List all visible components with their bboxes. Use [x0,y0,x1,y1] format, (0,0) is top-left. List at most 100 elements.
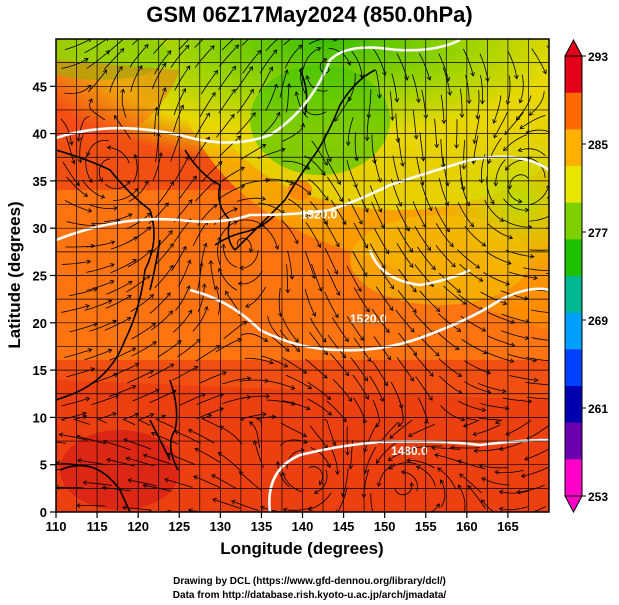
streamline [529,184,549,205]
streamline [308,178,329,201]
streamline [398,137,404,167]
streamline [56,441,66,444]
streamline-arrowhead [441,119,447,125]
streamline-arrowhead [519,124,525,130]
streamline [282,400,311,410]
streamline-arrowhead [513,74,519,80]
colorbar-segment [565,349,582,387]
streamline [435,223,454,247]
streamline [210,260,216,290]
x-tick-label: 120 [127,519,149,534]
streamline [486,176,495,205]
streamline-arrowhead [127,294,132,300]
streamline [438,358,462,377]
streamline [282,160,310,170]
streamline-arrowhead [261,196,267,201]
streamline [406,460,435,469]
streamline-arrowhead [335,291,341,296]
streamline [103,48,125,70]
streamline [418,53,431,81]
streamline [352,397,366,424]
streamline-arrowhead [482,349,488,355]
streamline-arrowhead [239,31,243,35]
streamline-arrowhead [334,313,339,319]
streamline [219,167,245,183]
streamline-arrowhead [377,207,383,213]
streamline [56,486,85,489]
streamline-arrowhead [457,484,462,490]
streamline-arrowhead [83,192,89,197]
streamline [332,379,352,402]
streamline [348,73,356,102]
streamline-arrowhead [555,172,559,176]
streamline-arrowhead [132,259,137,264]
streamline-arrowhead [456,327,462,332]
streamline [388,462,417,470]
streamline-arrowhead [552,397,556,401]
streamline [109,347,136,361]
streamline-arrowhead [334,470,340,475]
streamline [311,140,328,166]
x-tick-label: 150 [374,519,396,534]
streamline [231,500,260,511]
streamline-arrowhead [517,147,523,152]
streamline [440,405,465,421]
streamline [464,360,491,374]
streamline-arrowhead [303,439,308,444]
streamline-arrowhead [147,249,152,255]
streamline [478,417,503,424]
streamline [401,471,418,492]
streamline [152,152,162,181]
streamline-arrowhead [481,477,486,482]
streamline [127,250,152,268]
streamline [352,374,369,400]
streamline [334,96,351,122]
streamline [531,309,549,313]
streamline [371,201,385,229]
streamline [132,154,138,183]
streamline [440,139,444,168]
streamline-arrowhead [545,184,549,189]
streamline [493,95,502,124]
streamline-arrowhead [107,348,113,354]
streamline [324,291,339,318]
streamline-arrowhead [507,260,512,265]
streamline-arrowhead [327,411,332,416]
streamline-arrowhead [142,453,148,459]
streamline-arrowhead [449,242,454,248]
streamline [370,493,374,512]
streamline [69,288,98,297]
streamline-arrowhead [462,423,468,428]
streamline [172,366,198,381]
streamline [137,413,154,426]
streamline-arrowhead [508,234,514,240]
streamline-arrowhead [237,337,243,343]
streamline-arrowhead [305,75,311,80]
streamline [194,45,215,68]
streamline-arrowhead [460,416,466,422]
streamline [96,412,117,424]
streamline [151,432,179,445]
streamline-arrowhead [35,486,39,490]
streamline [459,161,465,191]
streamline-arrowhead [470,71,475,77]
streamline [457,484,466,512]
contour-labels: 1520.0 1520.0 1480.0 [301,208,428,458]
streamline-arrowhead [316,243,322,249]
streamline-arrowhead [400,469,406,475]
streamline-arrowhead [410,328,415,333]
streamline [434,118,438,148]
streamline-arrowhead [364,136,370,142]
streamline [509,375,538,381]
streamline [212,498,241,509]
streamline-arrowhead [82,480,87,486]
streamline [459,473,482,494]
streamline [130,65,143,93]
streamline [473,115,480,144]
streamline [258,202,285,215]
streamline [218,89,236,114]
streamline [157,340,182,358]
streamline-arrowhead [498,489,504,495]
streamline [132,389,160,402]
streamline-arrowhead [184,44,190,50]
